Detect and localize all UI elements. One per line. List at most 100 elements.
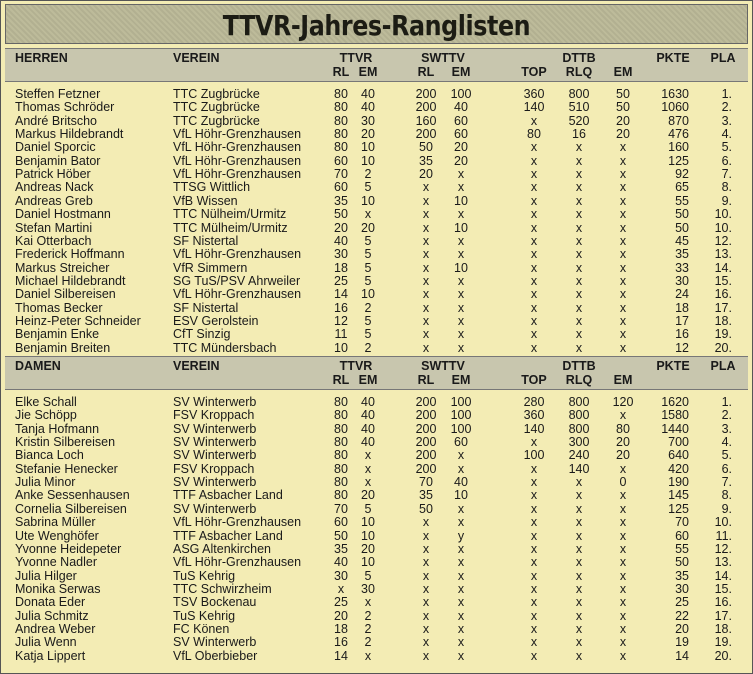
dttb-top: 100 xyxy=(523,448,545,463)
points: 1620 xyxy=(661,395,689,409)
rank: 17. xyxy=(714,300,732,315)
player-name: Ute Wenghöfer xyxy=(15,528,99,543)
swttv-rl: x xyxy=(422,180,430,195)
ttvr-em: x xyxy=(364,595,372,610)
swttv-em: 60 xyxy=(454,127,468,142)
player-name: Anke Sessenhausen xyxy=(15,488,130,503)
points: 125 xyxy=(668,501,689,516)
swttv-em: 60 xyxy=(454,435,468,450)
club: TTC Mülheim/Urmitz xyxy=(173,220,288,235)
club: SF Nistertal xyxy=(173,233,239,248)
dttb-em: 20 xyxy=(616,448,630,463)
club: TuS Kehrig xyxy=(173,608,236,623)
points: 18 xyxy=(675,300,689,315)
ttvr-rl: 50 xyxy=(334,207,348,222)
swttv-em: 20 xyxy=(454,140,468,155)
sub-header: TOP xyxy=(521,373,547,387)
ttvr-em: 10 xyxy=(361,153,375,168)
ttvr-em: x xyxy=(364,648,372,663)
sub-header: EM xyxy=(451,373,471,387)
ttvr-em: 40 xyxy=(361,395,375,409)
points: 24 xyxy=(675,287,689,302)
swttv-rl: 35 xyxy=(419,488,433,503)
dttb-top: x xyxy=(530,488,538,503)
player-name: Benjamin Breiten xyxy=(15,340,111,355)
club: TuS Kehrig xyxy=(173,568,236,583)
dttb-em: x xyxy=(619,247,627,262)
ttvr-rl: 80 xyxy=(334,421,348,436)
club: VfB Wissen xyxy=(173,193,238,208)
club: SV Winterwerb xyxy=(173,395,257,409)
dttb-top: x xyxy=(530,635,538,650)
sub-header: EM xyxy=(358,65,378,79)
club: SV Winterwerb xyxy=(173,501,257,516)
dttb-rlq: x xyxy=(575,608,583,623)
swttv-em: x xyxy=(457,621,465,636)
dttb-rlq: x xyxy=(575,528,583,543)
column-header: PKTE xyxy=(656,51,690,65)
club: VfL Oberbieber xyxy=(173,648,258,663)
player-name: Julia Hilger xyxy=(15,568,77,583)
swttv-rl: 50 xyxy=(419,501,433,516)
points: 160 xyxy=(668,140,689,155)
dttb-em: x xyxy=(619,327,627,342)
dttb-rlq: x xyxy=(575,475,583,490)
ttvr-rl: 80 xyxy=(334,395,348,409)
ttvr-em: 5 xyxy=(364,247,372,262)
ttvr-rl: 35 xyxy=(334,193,348,208)
dttb-rlq: x xyxy=(575,581,583,596)
rank: 20. xyxy=(714,648,732,663)
ttvr-rl: 16 xyxy=(334,635,348,650)
dttb-top: x xyxy=(530,327,538,342)
points: 55 xyxy=(675,541,689,556)
dttb-em: x xyxy=(619,300,627,315)
ttvr-rl: 80 xyxy=(334,475,348,490)
sub-header: RL xyxy=(417,65,435,79)
points: 55 xyxy=(675,193,689,208)
ttvr-em: 10 xyxy=(361,555,375,570)
rank: 3. xyxy=(721,113,732,128)
ttvr-em: x xyxy=(364,461,372,476)
dttb-top: x xyxy=(530,501,538,516)
column-header: VEREIN xyxy=(173,51,220,65)
rank: 12. xyxy=(714,233,732,248)
rank: 13. xyxy=(714,555,732,570)
dttb-em: x xyxy=(619,287,627,302)
ttvr-em: 10 xyxy=(361,528,375,543)
dttb-em: x xyxy=(619,568,627,583)
club: VfL Höhr-Grenzhausen xyxy=(173,127,302,142)
ttvr-em: 2 xyxy=(364,167,372,182)
ttvr-em: 2 xyxy=(364,635,372,650)
ttvr-em: 20 xyxy=(361,127,375,142)
ttvr-rl: 16 xyxy=(334,300,348,315)
club: FSV Kroppach xyxy=(173,408,255,423)
dttb-top: 280 xyxy=(523,395,545,409)
club: VfL Höhr-Grenzhausen xyxy=(173,153,302,168)
club: TTC Nülheim/Urmitz xyxy=(173,207,287,222)
dttb-rlq: x xyxy=(575,260,583,275)
club: SV Winterwerb xyxy=(173,635,257,650)
player-name: Steffen Fetzner xyxy=(15,87,101,101)
swttv-em: x xyxy=(457,287,465,302)
swttv-rl: x xyxy=(422,273,430,288)
swttv-rl: x xyxy=(422,621,430,636)
club: TTC Zugbrücke xyxy=(173,113,260,128)
dttb-top: x xyxy=(530,247,538,262)
rank: 19. xyxy=(714,635,732,650)
swttv-em: x xyxy=(457,180,465,195)
dttb-top: x xyxy=(530,581,538,596)
points: 870 xyxy=(668,113,689,128)
player-name: Thomas Becker xyxy=(15,300,103,315)
dttb-top: x xyxy=(530,608,538,623)
dttb-rlq: x xyxy=(575,555,583,570)
ttvr-rl: 30 xyxy=(334,247,348,262)
swttv-em: x xyxy=(457,327,465,342)
rank: 7. xyxy=(721,167,732,182)
swttv-rl: x xyxy=(422,515,430,530)
dttb-top: x xyxy=(530,528,538,543)
rank: 12. xyxy=(714,541,732,556)
dttb-rlq: x xyxy=(575,207,583,222)
swttv-rl: x xyxy=(422,581,430,596)
title: TTVR-Jahres-Ranglisten xyxy=(222,9,531,42)
ttvr-rl: 80 xyxy=(334,448,348,463)
